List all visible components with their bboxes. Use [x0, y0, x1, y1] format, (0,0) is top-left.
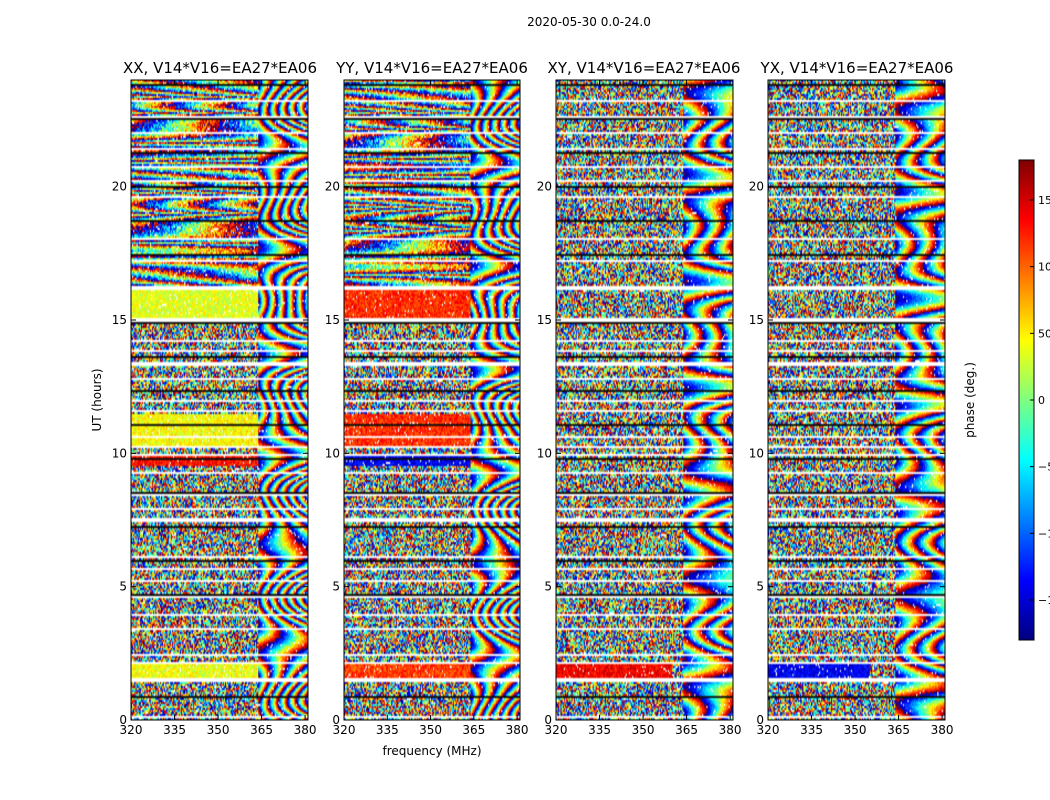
y-tick-label: 20	[749, 180, 764, 194]
panel-xy-title: XY, V14*V16=EA27*EA06	[548, 59, 741, 77]
colorbar-ticks: 150 100 50 0 −50 −100 −150	[1030, 194, 1050, 607]
x-tick-label: 380	[719, 723, 742, 737]
x-tick-label: 320	[757, 723, 780, 737]
panel-yx: 320 335 350 365 380 0 5 10 15 20	[749, 79, 954, 737]
x-tick-label: 365	[887, 723, 910, 737]
y-tick-label: 20	[325, 180, 340, 194]
colorbar-tick-label: −150	[1038, 594, 1050, 607]
colorbar-tick-label: −50	[1038, 461, 1050, 474]
y-tick-label: 0	[119, 713, 127, 727]
panel-xx-title: XX, V14*V16=EA27*EA06	[123, 59, 317, 77]
panel-yx-frame	[767, 79, 946, 721]
x-tick-label: 365	[675, 723, 698, 737]
x-tick-label: 350	[632, 723, 655, 737]
y-tick-label: 0	[332, 713, 340, 727]
y-tick-label: 5	[756, 580, 764, 594]
colorbar-gradient	[1019, 160, 1034, 640]
figure-suptitle: 2020-05-30 0.0-24.0	[527, 15, 651, 29]
x-tick-label: 365	[462, 723, 485, 737]
y-tick-label: 5	[544, 580, 552, 594]
x-tick-label: 335	[376, 723, 399, 737]
x-tick-label: 335	[163, 723, 186, 737]
y-tick-label: 5	[332, 580, 340, 594]
panel-xx: 320 335 350 365 380 0 5 10 15 20	[112, 79, 317, 737]
panel-xy-axes: 320 335 350 365 380 0 5 10 15 20	[537, 80, 742, 737]
y-tick-label: 15	[112, 313, 127, 327]
colorbar-tick-label: 100	[1038, 261, 1050, 274]
y-tick-label: 20	[537, 180, 552, 194]
panel-yy-heatmap	[344, 80, 520, 720]
colorbar-tick-label: 0	[1038, 394, 1045, 407]
y-tick-label: 15	[749, 313, 764, 327]
panel-yx-axes: 320 335 350 365 380 0 5 10 15 20	[749, 80, 954, 737]
colorbar-label: phase (deg.)	[963, 362, 977, 438]
panel-xy-heatmap	[556, 80, 733, 720]
x-tick-label: 335	[800, 723, 823, 737]
y-tick-label: 10	[325, 446, 340, 460]
panel-yx-heatmap	[768, 80, 945, 720]
y-tick-label: 0	[544, 713, 552, 727]
y-tick-label: 10	[749, 446, 764, 460]
panel-yy: 320 335 350 365 380 0 5 10 15 20	[325, 79, 529, 737]
panel-xy-frame	[555, 79, 734, 721]
x-tick-label: 380	[931, 723, 954, 737]
colorbar-tick-label: 150	[1038, 194, 1050, 207]
y-tick-label: 15	[537, 313, 552, 327]
y-tick-label: 5	[119, 580, 127, 594]
x-tick-label: 320	[545, 723, 568, 737]
y-tick-label: 0	[756, 713, 764, 727]
panel-yy-title: YY, V14*V16=EA27*EA06	[335, 59, 528, 77]
y-tick-label: 10	[537, 446, 552, 460]
colorbar-tick-label: −100	[1038, 527, 1050, 540]
panel-xx-frame	[130, 79, 309, 721]
y-tick-label: 15	[325, 313, 340, 327]
panel-xx-axes: 320 335 350 365 380 0 5 10 15 20	[112, 80, 317, 737]
y-tick-label: 20	[112, 180, 127, 194]
x-tick-label: 365	[250, 723, 273, 737]
panel-yy-frame	[343, 79, 521, 721]
colorbar-tick-label: 50	[1038, 327, 1050, 340]
panel-xy: 320 335 350 365 380 0 5 10 15 20	[537, 79, 742, 737]
x-tick-label: 380	[506, 723, 529, 737]
y-tick-label: 10	[112, 446, 127, 460]
x-tick-label: 350	[207, 723, 230, 737]
x-tick-label: 335	[588, 723, 611, 737]
panel-yx-title: YX, V14*V16=EA27*EA06	[760, 59, 954, 77]
y-axis-label: UT (hours)	[90, 368, 104, 431]
panel-xx-heatmap	[131, 80, 308, 720]
x-axis-label: frequency (MHz)	[382, 744, 481, 758]
panel-yy-axes: 320 335 350 365 380 0 5 10 15 20	[325, 80, 529, 737]
x-tick-label: 320	[120, 723, 143, 737]
x-tick-label: 350	[844, 723, 867, 737]
x-tick-label: 380	[294, 723, 317, 737]
x-tick-label: 350	[419, 723, 442, 737]
x-tick-label: 320	[333, 723, 356, 737]
colorbar: 150 100 50 0 −50 −100 −150 phase (deg.)	[963, 159, 1050, 641]
